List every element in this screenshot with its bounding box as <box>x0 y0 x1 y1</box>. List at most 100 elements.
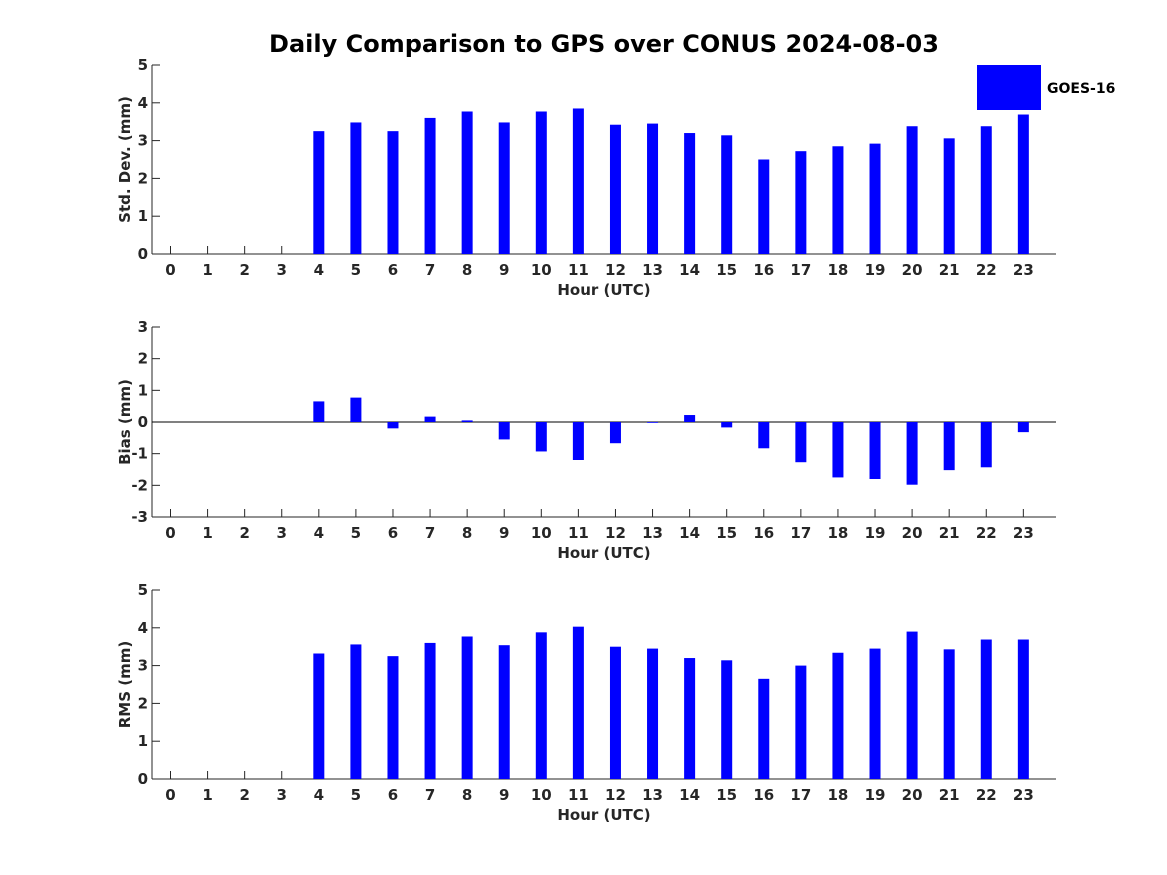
std-dev-y-tick-label: 4 <box>138 94 148 112</box>
rms-y-tick-label: 2 <box>138 694 148 712</box>
std-dev-bar <box>350 122 362 255</box>
rms-x-label: Hour (UTC) <box>557 806 650 824</box>
bias-bar <box>609 422 621 444</box>
bias-y-tick-label: 0 <box>138 413 148 431</box>
rms-x-tick-label: 9 <box>499 786 509 804</box>
bias-x-tick-label: 3 <box>277 524 287 542</box>
rms-bar <box>424 642 436 779</box>
std-dev-x-tick-label: 19 <box>865 261 886 279</box>
rms-bar <box>721 660 733 779</box>
rms-x-tick-label: 18 <box>828 786 849 804</box>
bias-x-tick-label: 6 <box>388 524 398 542</box>
std-dev-bar <box>943 138 955 254</box>
std-dev-y-tick-label: 1 <box>138 207 148 225</box>
rms-bar <box>832 652 844 779</box>
std-dev-x-tick-label: 20 <box>902 261 923 279</box>
rms-x-tick-label: 17 <box>790 786 811 804</box>
legend-swatch <box>977 65 1041 110</box>
bias-bar <box>758 422 770 449</box>
bias-x-tick-label: 14 <box>679 524 700 542</box>
bias-x-tick-label: 2 <box>239 524 249 542</box>
bias-y-tick-label: -1 <box>131 445 148 463</box>
rms-y-tick-label: 1 <box>138 732 148 750</box>
rms-bar <box>535 632 547 779</box>
std-dev-bar <box>1017 114 1029 254</box>
bias-bar <box>795 422 807 463</box>
bias-x-tick-label: 8 <box>462 524 472 542</box>
rms-bar <box>313 653 325 779</box>
rms-bar <box>461 636 473 779</box>
rms-x-tick-label: 20 <box>902 786 923 804</box>
rms-bar <box>758 678 770 779</box>
bias-y-tick-label: -3 <box>131 508 148 526</box>
rms-bar <box>684 658 696 779</box>
bias-bar <box>350 397 362 422</box>
rms-x-tick-label: 16 <box>753 786 774 804</box>
rms-x-tick-label: 15 <box>716 786 737 804</box>
bias-bar <box>313 401 325 422</box>
std-dev-x-tick-label: 23 <box>1013 261 1034 279</box>
bias-x-label: Hour (UTC) <box>557 544 650 562</box>
rms-x-tick-label: 6 <box>388 786 398 804</box>
rms-bar <box>906 631 918 779</box>
std-dev-bar <box>609 124 621 254</box>
std-dev-x-tick-label: 18 <box>828 261 849 279</box>
rms-bar <box>572 626 584 779</box>
bias-x-tick-label: 9 <box>499 524 509 542</box>
std-dev-bar <box>647 123 659 254</box>
std-dev-x-tick-label: 8 <box>462 261 472 279</box>
std-dev-x-label: Hour (UTC) <box>557 281 650 299</box>
bias-y-tick-label: 1 <box>138 381 148 399</box>
bias-bar <box>943 422 955 471</box>
std-dev-x-tick-label: 5 <box>351 261 361 279</box>
std-dev-x-tick-label: 11 <box>568 261 589 279</box>
rms-x-tick-label: 12 <box>605 786 626 804</box>
bias-x-tick-label: 11 <box>568 524 589 542</box>
rms-bar <box>1017 639 1029 779</box>
rms-bar <box>350 644 362 779</box>
bias-bar <box>498 422 510 440</box>
rms-x-tick-label: 3 <box>277 786 287 804</box>
bias-x-tick-label: 23 <box>1013 524 1034 542</box>
std-dev-bar <box>535 111 547 254</box>
rms-y-label: RMS (mm) <box>116 641 134 728</box>
std-dev-bar <box>461 111 473 254</box>
bias-y-tick-label: -2 <box>131 476 148 494</box>
std-dev-bar <box>758 159 770 254</box>
rms-x-tick-label: 7 <box>425 786 435 804</box>
bias-x-tick-label: 13 <box>642 524 663 542</box>
bias-bar <box>684 415 696 422</box>
bias-bar <box>980 422 992 468</box>
bias-x-tick-label: 7 <box>425 524 435 542</box>
rms-x-tick-label: 14 <box>679 786 700 804</box>
std-dev-x-tick-label: 16 <box>753 261 774 279</box>
std-dev-y-tick-label: 3 <box>138 132 148 150</box>
bias-x-tick-label: 19 <box>865 524 886 542</box>
std-dev-x-tick-label: 4 <box>314 261 324 279</box>
rms-y-tick-label: 5 <box>138 581 148 599</box>
rms-x-tick-label: 21 <box>939 786 960 804</box>
bias-bar <box>572 422 584 460</box>
rms-x-tick-label: 13 <box>642 786 663 804</box>
bias-x-tick-label: 0 <box>165 524 175 542</box>
bias-x-tick-label: 5 <box>351 524 361 542</box>
bias-x-tick-label: 4 <box>314 524 324 542</box>
rms-x-tick-label: 19 <box>865 786 886 804</box>
rms-bar <box>869 648 881 779</box>
std-dev-x-tick-label: 21 <box>939 261 960 279</box>
rms-y-tick-label: 4 <box>138 619 148 637</box>
std-dev-bar <box>498 122 510 255</box>
rms-x-tick-label: 10 <box>531 786 552 804</box>
std-dev-x-tick-label: 17 <box>790 261 811 279</box>
bias-x-tick-label: 16 <box>753 524 774 542</box>
bias-x-tick-label: 17 <box>790 524 811 542</box>
std-dev-x-tick-label: 7 <box>425 261 435 279</box>
std-dev-y-label: Std. Dev. (mm) <box>116 96 134 223</box>
std-dev-x-tick-label: 2 <box>239 261 249 279</box>
rms-bar <box>647 648 659 779</box>
std-dev-bar <box>313 131 325 254</box>
bias-bar <box>461 420 473 422</box>
bias-x-tick-label: 15 <box>716 524 737 542</box>
